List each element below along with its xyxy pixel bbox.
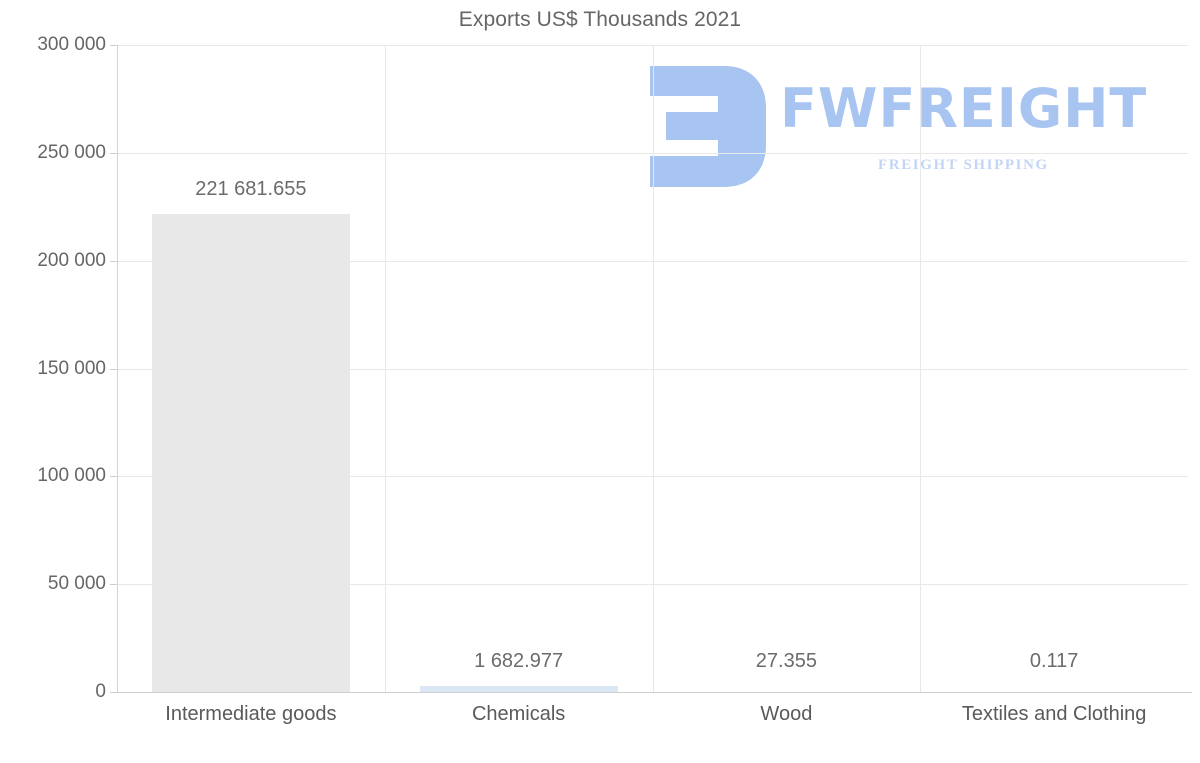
y-axis-tick-label: 150 000 <box>37 357 106 379</box>
y-axis-tick <box>110 584 117 586</box>
y-axis-tick-label: 50 000 <box>47 573 106 595</box>
y-axis-tick-label: 100 000 <box>37 465 106 487</box>
bar-value-label: 221 681.655 <box>195 177 307 200</box>
bar-value-label: 1 682.977 <box>474 650 564 672</box>
y-axis-tick <box>110 260 117 262</box>
x-axis-category-label: Wood <box>760 703 813 725</box>
bar-value-label: 0.117 <box>1029 650 1079 672</box>
bar[interactable] <box>687 686 886 692</box>
bar-value-label: 27.355 <box>755 650 817 672</box>
y-axis-tick <box>110 368 117 370</box>
page-title: Exports US$ Thousands 2021 <box>458 8 742 31</box>
bar[interactable] <box>151 213 350 692</box>
gridline-vertical <box>920 45 922 692</box>
x-axis-category-label: Chemicals <box>471 703 566 725</box>
y-axis-tick-label: 200 000 <box>37 249 106 271</box>
gridline-vertical <box>652 45 654 692</box>
y-axis-tick <box>110 45 117 46</box>
x-axis-category-label: Intermediate goods <box>165 703 337 725</box>
y-axis-tick <box>110 476 117 478</box>
plot-area <box>110 45 1188 693</box>
x-axis-line <box>110 692 1192 693</box>
bar[interactable] <box>955 686 1154 692</box>
y-axis-tick <box>110 152 117 154</box>
gridline-vertical <box>384 45 386 692</box>
bar[interactable] <box>419 686 618 692</box>
x-axis-category-label: Textiles and Clothing <box>961 703 1147 725</box>
y-axis-line <box>117 45 118 693</box>
y-axis-tick-label: 0 <box>95 681 106 702</box>
y-axis-tick-label: 300 000 <box>37 34 106 55</box>
y-axis-tick-label: 250 000 <box>37 141 106 163</box>
